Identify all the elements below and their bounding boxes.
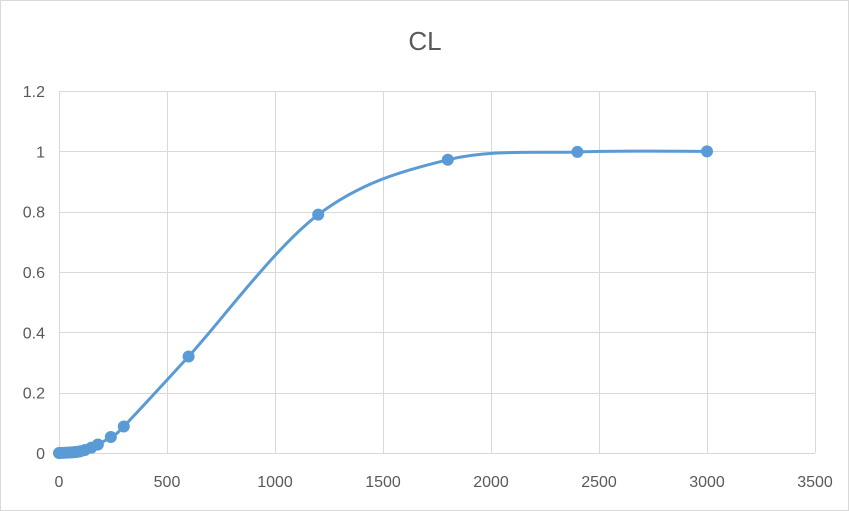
x-tick-label: 3500 [797,474,833,491]
x-tick-label: 1500 [365,474,401,491]
y-tick-label: 1 [36,144,45,161]
y-tick-label: 0.8 [23,205,45,222]
grid-lines [59,91,816,454]
data-point [104,431,117,444]
data-point [117,420,130,433]
y-tick-label: 0.6 [23,265,45,282]
y-tick-labels: 0 0.2 0.4 0.6 0.8 1 1.2 [23,84,45,463]
data-point [441,153,454,166]
y-tick-label: 0.2 [23,386,45,403]
x-tick-label: 0 [55,474,64,491]
x-tick-label: 2000 [473,474,509,491]
y-tick-label: 0.4 [23,325,45,342]
data-point [91,438,104,451]
x-tick-label: 1000 [257,474,293,491]
data-point [571,145,584,158]
x-tick-label: 3000 [689,474,725,491]
y-tick-label: 0 [36,446,45,463]
y-tick-label: 1.2 [23,84,45,101]
series-group [53,145,713,459]
x-tick-label: 500 [154,474,181,491]
data-point [182,350,195,363]
data-point [312,208,325,221]
data-point [701,145,713,158]
chart-title: CL [408,26,441,56]
x-tick-labels: 0 500 1000 1500 2000 2500 3000 3500 [55,474,833,491]
x-tick-label: 2500 [581,474,617,491]
